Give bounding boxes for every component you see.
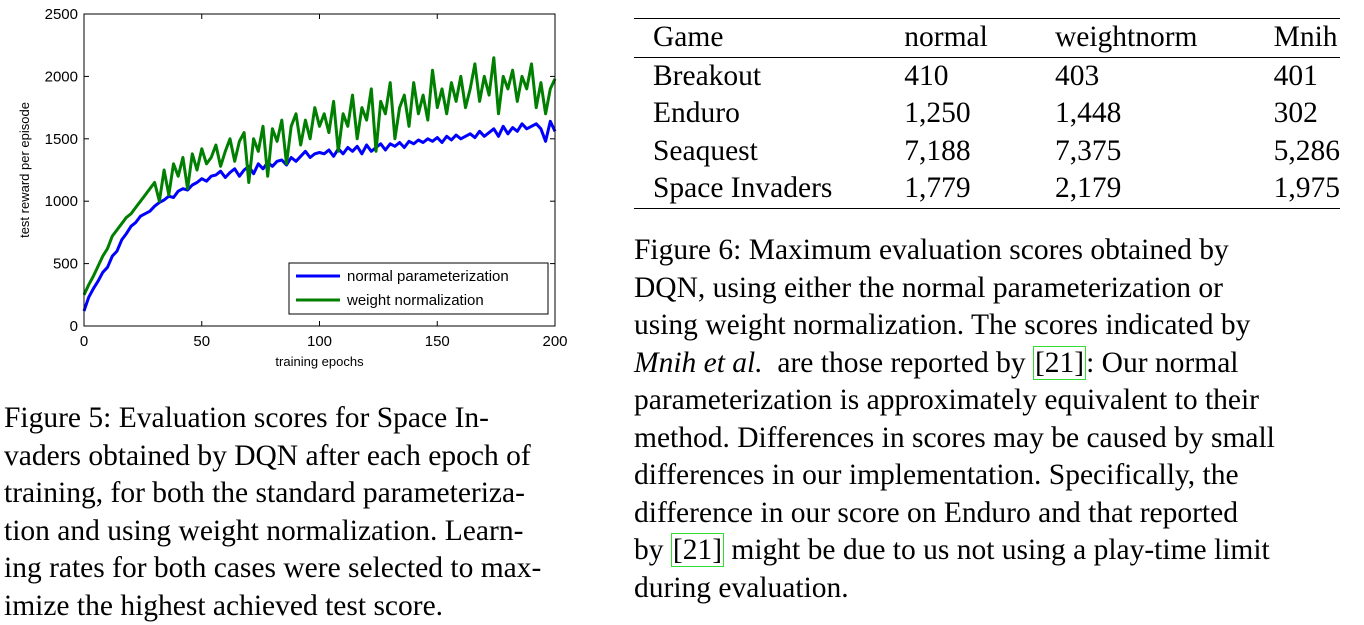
cell-normal: 1,250 [885,95,1036,133]
caption-line: parameterization is approximately equiva… [634,382,1352,420]
caption-text: might be due to us not using a play-time… [724,534,1270,566]
caption-line: using weight normalization. The scores i… [634,307,1352,345]
caption-line: during evaluation. [634,570,1352,608]
table-row: Enduro 1,250 1,448 302 [634,95,1340,133]
caption-line: tion and using weight normalization. Lea… [4,513,616,551]
reference-link[interactable]: [21] [671,533,724,567]
caption-line: differences in our implementation. Speci… [634,457,1352,495]
legend-label: weight normalization [346,292,484,309]
citation-author: Mnih et al. [634,347,763,379]
table-row: Seaquest 7,188 7,375 5,286 [634,133,1340,171]
cell-game: Space Invaders [634,170,885,208]
caption-line: method. Differences in scores may be cau… [634,420,1352,458]
x-tick-label: 150 [425,333,450,350]
y-tick-label: 0 [70,318,78,335]
y-tick-label: 1500 [45,131,78,148]
x-tick-label: 0 [80,333,88,350]
y-tick-label: 2500 [45,6,78,23]
series-line-weightnorm [84,58,555,295]
table-header-row: Game normal weightnorm Mnih [634,19,1340,58]
x-tick-label: 100 [307,333,332,350]
cell-game: Enduro [634,95,885,133]
reference-link[interactable]: [21] [1033,346,1086,380]
caption-line: DQN, using either the normal parameteriz… [634,270,1352,308]
scores-table: Game normal weightnorm Mnih Breakout 410… [634,18,1340,209]
caption-line: imize the highest achieved test score. [4,588,616,625]
cell-normal: 7,188 [885,133,1036,171]
y-axis-label: test reward per episode [17,102,32,238]
cell-normal: 1,779 [885,170,1036,208]
caption-text: are those reported by [763,347,1033,379]
legend-label: normal parameterization [347,268,509,285]
cell-mnih: 401 [1255,57,1340,95]
y-tick-label: 1000 [45,193,78,210]
caption-line: vaders obtained by DQN after each epoch … [4,438,616,476]
cell-weightnorm: 7,375 [1036,133,1255,171]
cell-weightnorm: 2,179 [1036,170,1255,208]
legend: normal parameterization weight normalizat… [289,263,548,314]
x-tick-label: 200 [542,333,567,350]
caption-line: ing rates for both cases were selected t… [4,550,616,588]
cell-mnih: 302 [1255,95,1340,133]
figure-5-caption: Figure 5: Evaluation scores for Space In… [4,400,616,625]
caption-line: by [21] might be due to us not using a p… [634,532,1352,570]
caption-line: Mnih et al. are those reported by [21]: … [634,345,1352,383]
x-axis-label: training epochs [275,354,364,369]
cell-normal: 410 [885,57,1036,95]
cell-weightnorm: 403 [1036,57,1255,95]
table-row: Space Invaders 1,779 2,179 1,975 [634,170,1340,208]
header-weightnorm: weightnorm [1036,19,1255,58]
header-normal: normal [885,19,1036,58]
header-mnih: Mnih [1255,19,1340,58]
caption-line: training, for both the standard paramete… [4,475,616,513]
y-tick-label: 500 [53,256,78,273]
cell-weightnorm: 1,448 [1036,95,1255,133]
caption-line: Figure 5: Evaluation scores for Space In… [4,400,616,438]
cell-mnih: 1,975 [1255,170,1340,208]
figure-6-caption: Figure 6: Maximum evaluation scores obta… [634,232,1352,607]
caption-line: difference in our score on Enduro and th… [634,495,1352,533]
cell-mnih: 5,286 [1255,133,1340,171]
header-game: Game [634,19,885,58]
caption-text: by [634,534,671,566]
x-tick-label: 50 [193,333,210,350]
caption-text: : Our normal [1086,347,1238,379]
cell-game: Breakout [634,57,885,95]
y-tick-label: 2000 [45,68,78,85]
caption-line: Figure 6: Maximum evaluation scores obta… [634,232,1352,270]
cell-game: Seaquest [634,133,885,171]
table-row: Breakout 410 403 401 [634,57,1340,95]
